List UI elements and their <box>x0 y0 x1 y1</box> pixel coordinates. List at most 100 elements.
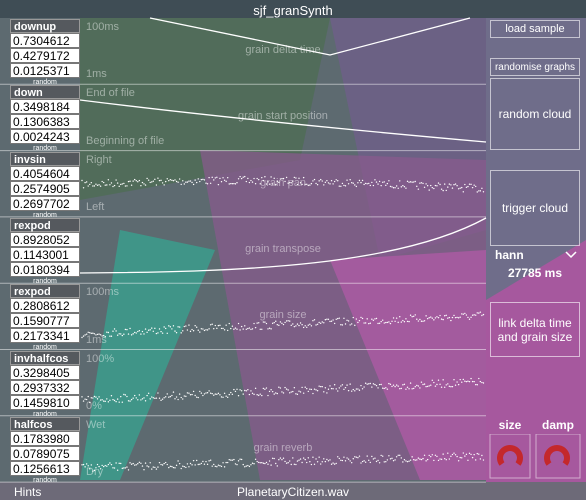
grain-dot <box>177 398 179 401</box>
grain-dot <box>304 386 306 388</box>
grain-dot <box>87 465 89 467</box>
grain-dot <box>227 461 229 464</box>
value-box[interactable]: 0.2937332 <box>10 379 80 395</box>
grain-dot <box>104 184 106 186</box>
grain-dot <box>327 460 330 462</box>
grain-dot <box>103 181 105 184</box>
value-box[interactable]: 0.4054604 <box>10 165 80 181</box>
shape-dropdown[interactable]: invsin <box>10 151 80 166</box>
value-box[interactable]: 0.1459810 <box>10 394 80 410</box>
randomise-graphs[interactable]: randomise graphs <box>490 58 580 76</box>
grain-dot <box>87 331 89 333</box>
grain-dot <box>372 184 375 187</box>
grain-dot <box>270 176 272 178</box>
knobs[interactable] <box>488 434 584 480</box>
grain-dot <box>101 180 103 183</box>
value-box[interactable]: 0.0024243 <box>10 129 80 145</box>
grain-dot <box>160 399 162 402</box>
grain-dot <box>268 460 271 462</box>
size-label: size <box>498 418 522 432</box>
value-box[interactable]: 0.3298405 <box>10 364 80 380</box>
grain-dot <box>135 332 137 334</box>
grain-dot <box>135 464 137 466</box>
value-box[interactable]: 0.2173341 <box>10 328 80 344</box>
value-box[interactable]: 0.1306383 <box>10 114 80 130</box>
grain-dot <box>321 461 323 463</box>
grain-dot <box>157 332 159 334</box>
grain-dot <box>445 384 447 386</box>
grain-dot <box>400 387 402 390</box>
random-button[interactable]: random <box>33 277 57 285</box>
trigger-cloud[interactable]: trigger cloud <box>490 170 580 246</box>
grain-dot <box>284 386 286 389</box>
grain-dot <box>146 331 148 334</box>
grain-dot <box>298 177 300 179</box>
value-box[interactable]: 0.2574905 <box>10 180 80 196</box>
grain-dot <box>168 466 170 469</box>
shape-dropdown[interactable]: rexpod <box>10 284 80 299</box>
grain-dot <box>302 176 305 179</box>
grain-dot <box>177 460 179 462</box>
grain-dot <box>402 319 404 322</box>
grain-dot <box>312 180 314 182</box>
shape-dropdown[interactable]: rexpod <box>10 217 80 232</box>
grain-dot <box>355 318 358 320</box>
grain-dot <box>464 380 466 382</box>
grain-dot <box>236 388 238 390</box>
random-button[interactable]: random <box>33 344 57 352</box>
random-cloud[interactable]: random cloud <box>490 78 580 150</box>
value-box[interactable]: 0.1590777 <box>10 313 80 329</box>
random-button[interactable]: random <box>33 79 57 86</box>
value-box[interactable]: 0.0125371 <box>10 63 80 78</box>
grain-dot <box>258 394 260 397</box>
grain-dot <box>349 460 351 462</box>
grain-dot <box>462 378 464 381</box>
hints-button[interactable]: Hints <box>14 485 42 499</box>
shape-dropdown[interactable]: downup <box>10 19 80 33</box>
grain-dot <box>106 398 108 400</box>
grain-dot <box>391 320 393 322</box>
grain-dot <box>430 384 432 386</box>
value-box[interactable]: 0.0789075 <box>10 445 80 461</box>
shape-dropdown[interactable]: halfcos <box>10 416 80 431</box>
grain-dot <box>168 179 170 182</box>
grain-dot <box>227 177 229 179</box>
grain-dot <box>425 183 427 185</box>
grain-dot <box>197 396 199 399</box>
grain-dot <box>391 186 393 188</box>
grain-dot <box>437 459 440 462</box>
grain-dot <box>82 335 85 337</box>
value-box[interactable]: 0.7304612 <box>10 33 80 48</box>
grain-dot <box>461 186 463 189</box>
value-box[interactable]: 0.1783980 <box>10 430 80 446</box>
grain-dot <box>326 392 328 394</box>
grain-dot <box>174 467 176 469</box>
grain-dot <box>340 385 342 387</box>
grain-dot <box>248 327 251 329</box>
value-box[interactable]: 0.4279172 <box>10 48 80 63</box>
grain-dot <box>87 185 89 187</box>
grain-dot <box>158 328 161 330</box>
shape-dropdown[interactable]: invhalfcos <box>10 350 80 365</box>
value-box[interactable]: 0.3498184 <box>10 99 80 115</box>
grain-dot <box>135 397 137 399</box>
load-sample[interactable]: load sample <box>490 20 580 38</box>
value-box[interactable]: 0.0180394 <box>10 261 80 277</box>
grain-dot <box>475 314 477 316</box>
grain-dot <box>323 184 325 186</box>
value-box[interactable]: 0.2697702 <box>10 195 80 211</box>
grain-dot <box>306 387 308 390</box>
random-button[interactable]: random <box>33 211 57 219</box>
value-box[interactable]: 0.8928052 <box>10 231 80 247</box>
value-box[interactable]: 0.2808612 <box>10 298 80 314</box>
random-button[interactable]: random <box>33 410 57 418</box>
value-box[interactable]: 0.1256613 <box>10 460 80 476</box>
grain-dot <box>399 388 401 390</box>
value-box[interactable]: 0.1143001 <box>10 246 80 262</box>
window-dropdown[interactable]: hann <box>495 248 524 262</box>
grain-dot <box>169 178 172 181</box>
random-button[interactable]: random <box>33 476 57 484</box>
link-button[interactable]: link delta time and grain size <box>490 302 580 357</box>
random-button[interactable]: random <box>33 145 57 153</box>
shape-dropdown[interactable]: down <box>10 85 80 100</box>
